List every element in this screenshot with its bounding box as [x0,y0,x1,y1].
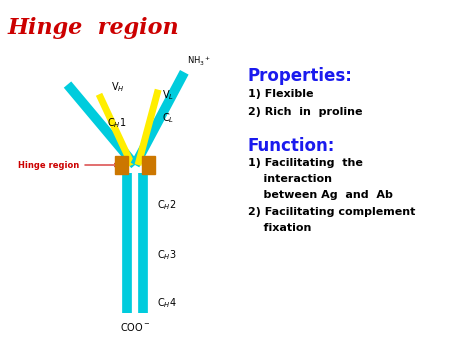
Text: C$_H$1: C$_H$1 [108,116,127,130]
Text: 2) Rich  in  proline: 2) Rich in proline [248,107,363,117]
Bar [142,156,155,174]
Text: C$_H$4: C$_H$4 [157,296,177,310]
Text: Hinge  region: Hinge region [8,17,180,39]
Text: between Ag  and  Ab: between Ag and Ab [248,190,393,200]
Text: 1) Flexible: 1) Flexible [248,89,313,99]
Text: C$_H$3: C$_H$3 [157,248,177,262]
Text: V$_H$: V$_H$ [111,80,125,94]
Text: NH$_3$$^+$: NH$_3$$^+$ [187,55,211,68]
Text: V$_L$: V$_L$ [162,88,174,102]
Text: Hinge region: Hinge region [18,160,118,169]
Bar [115,156,128,174]
Text: 2) Facilitating complement: 2) Facilitating complement [248,207,415,217]
Text: C$_L$: C$_L$ [162,111,174,125]
Text: C$_H$2: C$_H$2 [157,198,176,212]
Text: COO$^-$: COO$^-$ [120,321,150,333]
Text: interaction: interaction [248,174,332,184]
Text: Properties:: Properties: [248,67,353,85]
Text: fixation: fixation [248,223,311,233]
Text: 1) Facilitating  the: 1) Facilitating the [248,158,363,168]
Text: Function:: Function: [248,137,336,155]
